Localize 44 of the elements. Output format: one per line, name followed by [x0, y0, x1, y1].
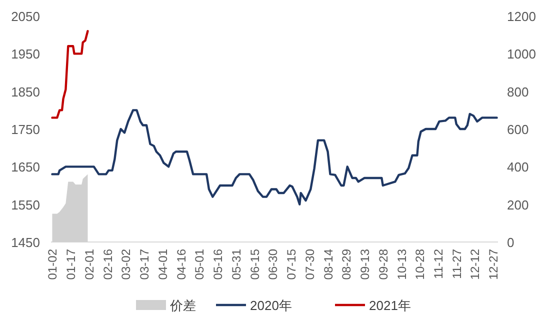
y2-tick-label: 600	[507, 122, 529, 137]
y2-tick-label: 200	[507, 197, 529, 212]
y-tick-label: 1450	[11, 235, 40, 250]
legend-label: 2021年	[369, 298, 411, 313]
x-tick-label: 03-02	[119, 248, 134, 280]
line-series	[51, 30, 89, 119]
x-tick-label: 06-15	[248, 248, 262, 280]
x-tick-label: 09-13	[358, 248, 372, 280]
x-tick-label: 11-12	[431, 248, 446, 279]
x-tick-label: 01-02	[46, 248, 60, 280]
x-tick-label: 09-28	[376, 248, 390, 280]
y2-tick-label: 0	[507, 235, 514, 250]
y2-tick-label: 800	[507, 84, 529, 100]
x-tick-label: 07-30	[302, 248, 317, 280]
x-tick-label: 04-16	[174, 248, 188, 280]
x-tick-label: 02-01	[82, 248, 96, 280]
x-tick-label: 07-15	[284, 248, 299, 280]
x-tick-label: 06-30	[266, 248, 280, 280]
y-tick-label: 1950	[11, 46, 40, 62]
x-tick-label: 04-01	[156, 248, 170, 280]
legend-label: 2020年	[250, 298, 292, 313]
x-tick-label: 05-16	[211, 248, 226, 280]
x-tick-label: 12-12	[468, 248, 482, 280]
x-tick-label: 12-27	[486, 248, 501, 280]
y2-tick-label: 1200	[507, 9, 536, 24]
y-tick-label: 1850	[11, 84, 40, 100]
y-tick-label: 1650	[11, 160, 40, 175]
x-tick-label: 05-01	[192, 248, 207, 280]
x-tick-label: 11-27	[450, 248, 464, 279]
x-tick-label: 10-28	[413, 248, 428, 280]
y2-tick-label: 1000	[507, 46, 536, 62]
x-tick-label: 01-17	[64, 248, 78, 280]
line-series	[51, 109, 498, 206]
x-tick-label: 03-17	[138, 248, 152, 280]
legend-label: 价差	[169, 298, 196, 313]
x-tick-label: 10-13	[394, 248, 409, 280]
y2-tick-label: 400	[507, 160, 529, 175]
y-tick-label: 1750	[11, 122, 40, 137]
x-tick-label: 08-14	[321, 248, 336, 280]
x-tick-label: 05-31	[229, 248, 244, 280]
y-tick-label: 1550	[11, 197, 40, 212]
y-tick-label: 2050	[11, 9, 40, 24]
x-tick-label: 02-16	[100, 248, 115, 280]
x-tick-label: 08-29	[340, 248, 354, 280]
